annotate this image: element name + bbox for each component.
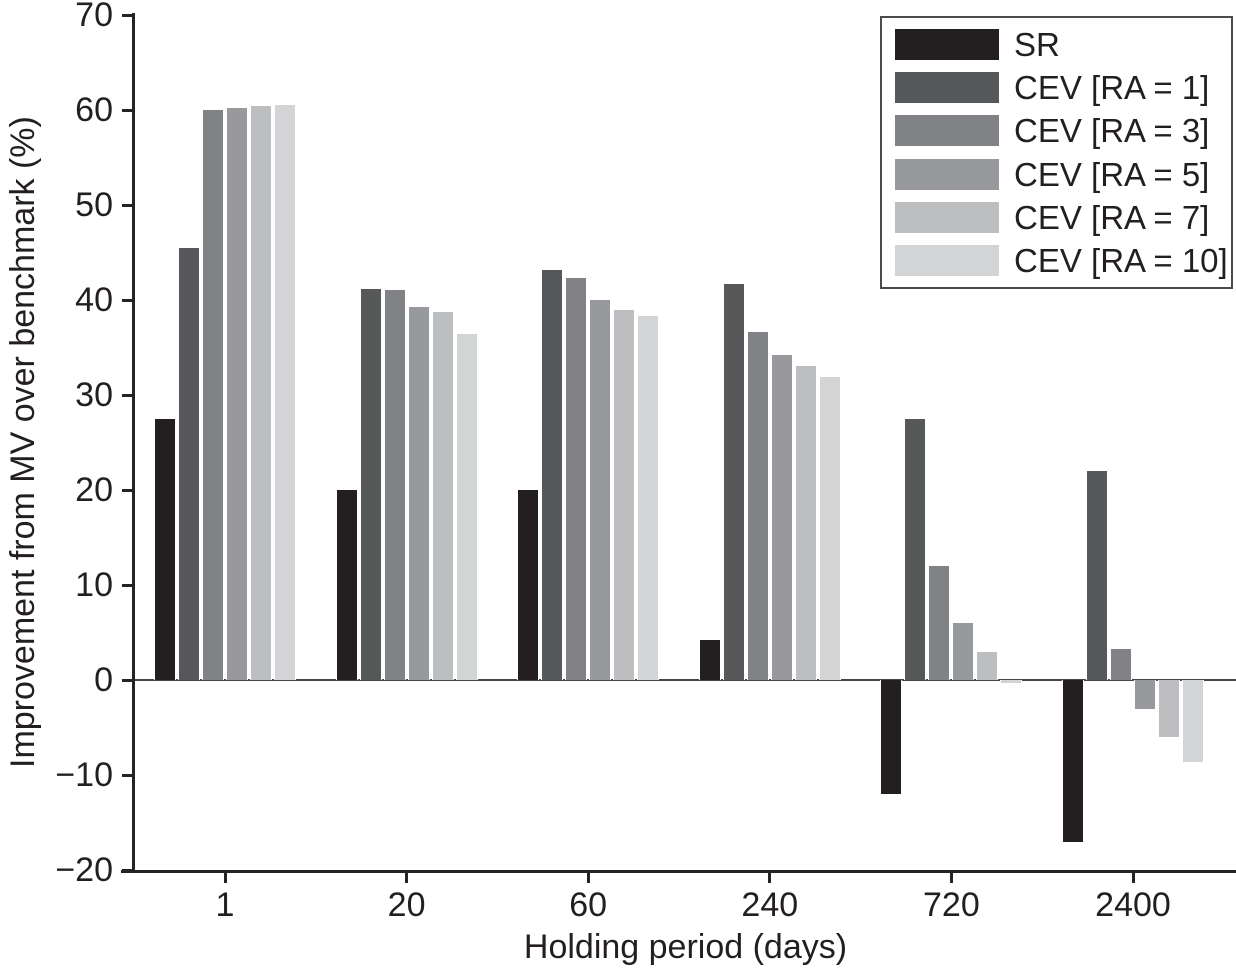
y-tick [122,773,135,777]
bar-cev-ra-7-240 [794,365,817,680]
legend-label: CEV [RA = 10] [1014,241,1228,279]
x-tick-label: 2400 [1095,886,1171,924]
legend-item-cev-ra-10: CEV [RA = 10] [895,244,1231,277]
y-tick-label: 50 [75,186,113,224]
x-tick [223,870,227,883]
bar-cev-ra-1-60 [541,269,564,680]
legend-swatch-cev-ra-1 [895,72,999,104]
x-tick [405,870,409,883]
bar-cev-ra-3-20 [383,289,406,680]
y-tick [122,108,135,112]
bar-cev-ra-10-720 [1000,680,1023,683]
legend-label: CEV [RA = 3] [1014,112,1210,150]
y-tick [122,678,135,682]
bar-sr-2400 [1062,680,1084,842]
x-axis-spine [121,870,1236,873]
x-tick [586,870,590,883]
y-tick [122,583,135,587]
y-tick-label: 10 [75,566,113,604]
bar-cev-ra-3-60 [565,278,588,680]
bar-cev-ra-3-240 [746,332,769,680]
x-tick [768,870,772,883]
x-tick-label: 60 [569,886,608,924]
bar-cev-ra-7-1 [250,106,272,680]
legend-item-cev-ra-3: CEV [RA = 3] [895,114,1231,147]
y-tick [122,298,135,302]
y-tick [122,393,135,397]
bar-cev-ra-3-1 [202,110,224,680]
x-tick-label: 720 [923,886,980,924]
bar-cev-ra-10-20 [455,334,478,680]
legend-item-cev-ra-5: CEV [RA = 5] [895,158,1231,191]
bar-cev-ra-5-1 [226,108,248,680]
y-tick-label: 40 [75,281,113,319]
bar-cev-ra-7-720 [976,651,999,680]
bar-cev-ra-1-20 [359,288,382,680]
bar-sr-20 [335,490,358,680]
bar-cev-ra-5-2400 [1134,680,1156,709]
y-tick-label: −10 [55,756,113,794]
y-tick-label: 60 [75,91,113,129]
legend-label: CEV [RA = 1] [1014,69,1210,107]
y-tick [122,868,135,872]
y-tick [122,203,135,207]
bar-sr-720 [880,680,903,794]
bar-cev-ra-10-1 [274,105,296,680]
legend: SR CEV [RA = 1] CEV [RA = 3] CEV [RA = 5] CE… [880,16,1233,289]
bar-cev-ra-5-240 [770,355,793,680]
bar-cev-ra-10-2400 [1182,680,1204,762]
legend-label: SR [1014,26,1060,64]
bar-cev-ra-1-720 [904,418,927,680]
bar-cev-ra-3-2400 [1110,648,1132,680]
y-tick-label: −20 [55,851,113,889]
y-tick-label: 70 [75,0,113,34]
bar-cev-ra-1-1 [178,247,200,680]
bar-cev-ra-5-20 [407,306,430,680]
legend-label: CEV [RA = 5] [1014,155,1210,193]
bar-cev-ra-1-2400 [1086,471,1108,680]
legend-swatch-cev-ra-7 [895,201,999,233]
zero-line [135,679,1236,681]
bar-cev-ra-5-60 [589,300,612,680]
bar-cev-ra-7-20 [431,312,454,680]
legend-swatch-cev-ra-3 [895,115,999,147]
bar-cev-ra-5-720 [952,623,975,680]
bar-cev-ra-10-240 [818,376,841,680]
x-tick-label: 240 [741,886,799,924]
y-tick [122,13,135,17]
y-axis-spine [132,13,135,872]
bar-sr-1 [154,418,176,680]
legend-label: CEV [RA = 7] [1014,198,1210,236]
x-axis-title: Holding period (days) [523,928,848,966]
y-axis-title: Improvement from MV over benchmark (%) [4,116,42,769]
x-tick-label: 1 [215,886,235,924]
x-tick [1131,870,1135,883]
legend-item-cev-ra-7: CEV [RA = 7] [895,201,1231,234]
x-tick-label: 20 [387,886,426,924]
legend-swatch-sr [895,29,999,61]
legend-item-cev-ra-1: CEV [RA = 1] [895,71,1231,104]
legend-item-sr: SR [895,28,1231,61]
y-tick [122,488,135,492]
plot-area: 70 60 50 40 30 20 10 0 −10 −20 1 20 60 240 720 2400 [55,0,1236,922]
y-tick-label: 30 [75,376,113,414]
legend-swatch-cev-ra-10 [895,244,999,276]
bar-cev-ra-7-60 [613,310,636,680]
legend-swatch-cev-ra-5 [895,158,999,190]
bar-cev-ra-3-720 [928,566,951,680]
bar-cev-ra-7-2400 [1158,680,1180,737]
bar-cev-ra-10-60 [637,316,660,680]
x-tick [949,870,953,883]
y-tick-label: 20 [75,471,113,509]
bar-cev-ra-1-240 [722,283,745,680]
bar-sr-240 [698,640,721,680]
bar-sr-60 [517,490,540,680]
y-tick-label: 0 [94,661,113,699]
